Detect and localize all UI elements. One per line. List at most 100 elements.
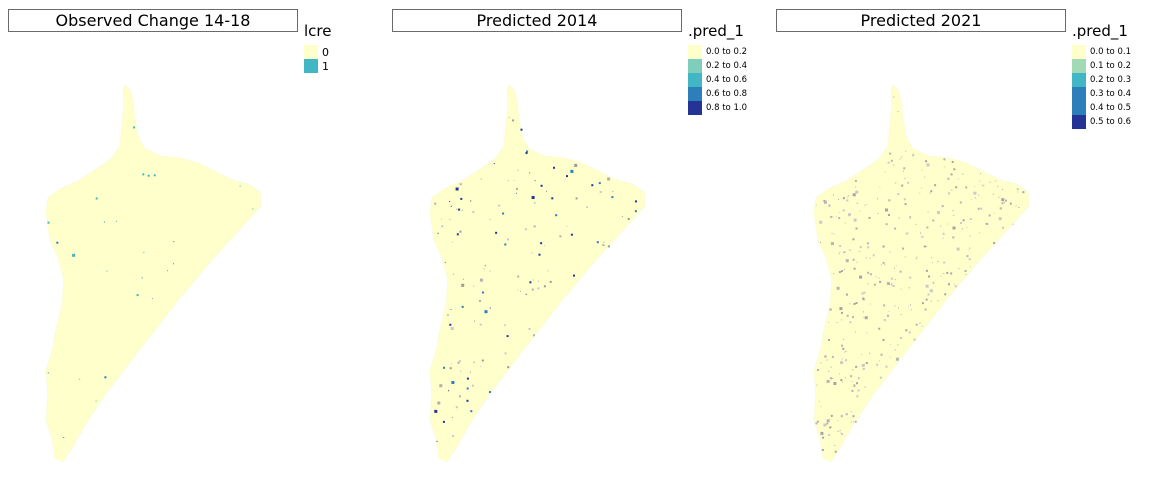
map-cell xyxy=(866,242,869,245)
map-cell xyxy=(908,331,911,334)
map-cell xyxy=(833,382,837,385)
legend-item: 1 xyxy=(304,59,331,73)
map-cell xyxy=(979,232,980,234)
map-cell xyxy=(852,238,855,241)
map-cell xyxy=(869,352,871,354)
map-cell xyxy=(834,445,836,446)
map-cell xyxy=(836,286,840,290)
map-cell xyxy=(444,261,446,263)
map-cell xyxy=(993,242,996,245)
map-cell xyxy=(453,273,455,275)
map-cell xyxy=(980,207,983,210)
map-cell xyxy=(466,387,469,390)
map-cell xyxy=(995,180,997,182)
map-cell xyxy=(596,241,599,244)
map-cell xyxy=(948,283,950,286)
legend-item: 0 xyxy=(304,45,331,59)
map-cell xyxy=(941,205,944,208)
map-cell xyxy=(853,218,857,222)
map-cell xyxy=(603,241,605,243)
map-cell xyxy=(845,259,849,263)
map-cell xyxy=(533,225,536,228)
map-cell xyxy=(439,384,443,388)
map-cell xyxy=(955,186,958,189)
map-cell xyxy=(461,210,463,212)
map-cell xyxy=(909,276,912,279)
map-cell xyxy=(612,191,614,193)
map-cell xyxy=(893,164,895,166)
map-cell xyxy=(925,269,928,272)
map-cell xyxy=(849,303,851,305)
map-cell xyxy=(915,323,918,326)
map-cell xyxy=(853,384,855,385)
map-cell xyxy=(482,291,484,294)
map-cell xyxy=(1001,202,1004,205)
map-cell xyxy=(469,371,471,373)
map-cell xyxy=(599,191,602,193)
map-cell xyxy=(621,215,623,217)
map-cell xyxy=(923,245,926,248)
map-cell xyxy=(830,215,833,218)
map-cell xyxy=(531,196,535,199)
map-cell xyxy=(853,267,856,270)
map-cell xyxy=(843,338,845,340)
map-cell xyxy=(849,249,851,251)
map-cell xyxy=(434,409,438,413)
map-cell xyxy=(891,277,894,280)
map-cell xyxy=(845,413,848,416)
legend-swatch xyxy=(688,87,702,101)
map-cell xyxy=(831,355,834,358)
map-cell xyxy=(838,199,839,201)
map-cell xyxy=(862,317,864,319)
map-cell xyxy=(899,158,901,160)
map-cell xyxy=(441,225,444,228)
map-cell xyxy=(893,96,895,98)
map-cell xyxy=(473,361,475,363)
map-cell xyxy=(133,126,136,129)
map-cell xyxy=(838,271,841,274)
map-cell xyxy=(841,344,843,347)
map-cell xyxy=(855,186,857,188)
region-map xyxy=(45,84,262,463)
map-cell xyxy=(1001,198,1005,202)
map-cell xyxy=(894,349,896,351)
map-cell xyxy=(900,288,902,290)
map-cell xyxy=(819,220,823,224)
map-cell xyxy=(852,415,855,418)
map-cell xyxy=(474,320,475,322)
map-cell xyxy=(821,449,824,451)
map-cell xyxy=(879,376,882,379)
map-cell xyxy=(965,274,967,275)
map-cell xyxy=(993,212,995,214)
map-cell xyxy=(151,298,153,300)
map-cell xyxy=(566,225,568,227)
map-cell xyxy=(969,235,971,237)
map-cell xyxy=(835,216,837,218)
map-cell xyxy=(553,166,555,169)
map-cell xyxy=(885,223,888,226)
legend-item: 0.0 to 0.1 xyxy=(1072,45,1131,59)
map-cell xyxy=(927,293,930,296)
map-cell xyxy=(946,223,948,225)
map-cell xyxy=(484,310,488,314)
map-cell xyxy=(847,196,849,198)
map-cell xyxy=(977,207,980,210)
map-cell xyxy=(932,262,933,264)
map-cell xyxy=(153,174,156,177)
map-cell xyxy=(832,377,834,379)
map-cell xyxy=(916,256,918,258)
map-cell xyxy=(898,307,899,309)
map-cell xyxy=(489,307,491,309)
map-cell xyxy=(840,432,842,434)
map-cell xyxy=(1002,226,1004,229)
map-cell xyxy=(540,242,543,245)
legend-item: 0.4 to 0.6 xyxy=(688,73,747,87)
map-cell xyxy=(887,314,889,317)
map-cell xyxy=(907,181,910,184)
map-cell xyxy=(1004,202,1006,204)
map-cell xyxy=(480,366,482,368)
map-cell xyxy=(858,251,860,252)
map-cell xyxy=(442,420,445,423)
map-cell xyxy=(905,329,908,332)
map-cell xyxy=(529,281,532,284)
